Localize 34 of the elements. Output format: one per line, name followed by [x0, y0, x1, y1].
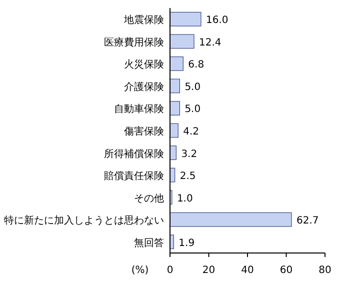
- x-tick-label: 40: [241, 265, 254, 276]
- bar: [170, 101, 180, 116]
- data-label: 1.0: [176, 193, 193, 204]
- data-label: 6.8: [188, 60, 204, 71]
- x-tick-label: 60: [280, 265, 293, 276]
- data-label: 12.4: [199, 37, 222, 48]
- y-tick-label: 傷害保険: [124, 126, 164, 138]
- data-label: 2.5: [180, 171, 196, 182]
- bar: [170, 34, 194, 49]
- bar: [170, 78, 180, 94]
- y-tick-label: 賠償責任保険: [104, 170, 164, 182]
- y-tick-label: 地震保険: [123, 14, 164, 26]
- bar: [170, 212, 292, 227]
- data-label: 5.0: [184, 82, 201, 93]
- y-tick-label: 自動車保険: [114, 103, 164, 116]
- y-tick-label: 特に新たに加入しようとは思わない: [4, 214, 164, 227]
- data-label: 62.7: [296, 216, 319, 227]
- x-tick-label: 20: [202, 265, 216, 276]
- bar: [170, 12, 202, 26]
- x-tick-label: 80: [318, 265, 332, 276]
- data-label: 4.2: [183, 126, 200, 138]
- x-tick-label: 0: [166, 265, 174, 276]
- data-label: 3.2: [181, 148, 198, 160]
- y-tick-label: 医療費用保険: [104, 36, 164, 48]
- bar: [170, 56, 184, 71]
- y-tick-label: 火災保険: [124, 58, 164, 71]
- x-axis-title: (%): [131, 265, 149, 276]
- data-label: 16.0: [206, 15, 228, 26]
- data-label: 5.0: [184, 104, 201, 116]
- y-tick-label: 所得補償保険: [104, 148, 164, 160]
- y-tick-label: 無回答: [134, 236, 164, 249]
- y-tick-label: その他: [134, 192, 164, 204]
- y-tick-label: 介護保険: [124, 80, 164, 93]
- data-label: 1.9: [178, 238, 195, 249]
